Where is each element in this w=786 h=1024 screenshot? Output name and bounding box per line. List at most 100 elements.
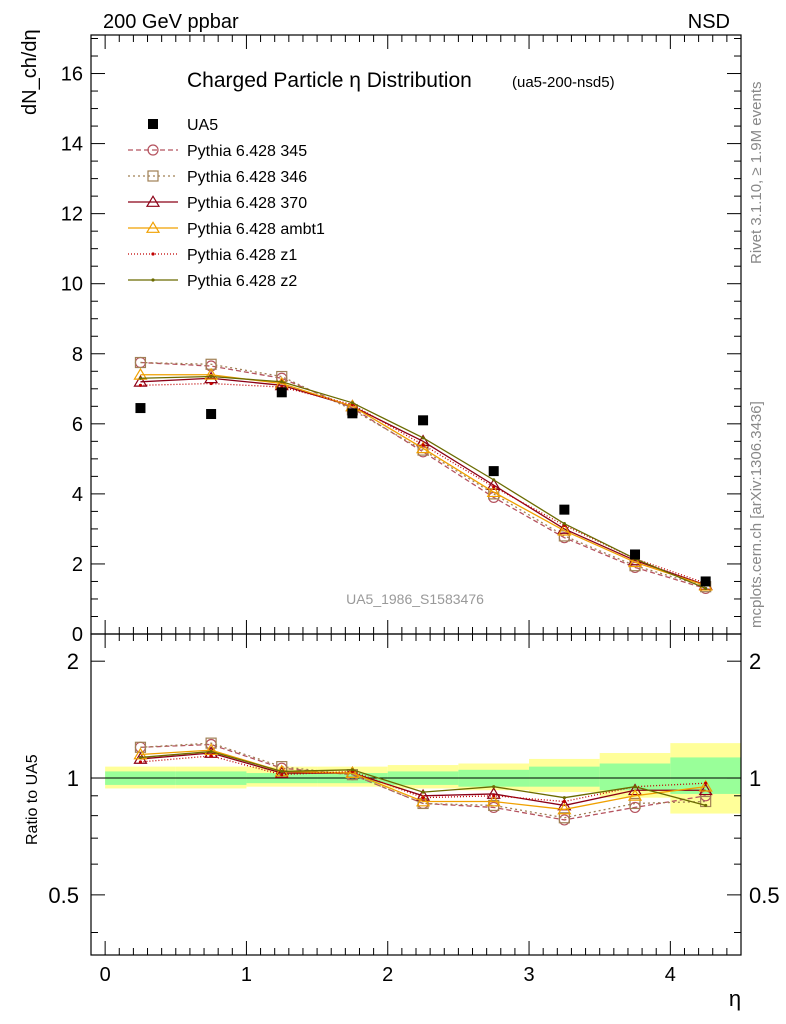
legend-series-label: Pythia 6.428 346	[187, 169, 307, 186]
ratio-axis-ticks: 0.5 0.5 1 1 2 2 0 1 2 3 4	[48, 634, 780, 986]
main-series-point	[486, 485, 501, 498]
legend-series-marker	[147, 144, 159, 156]
ratio-series-point	[416, 788, 431, 801]
y-tick-label-main: 14	[61, 134, 83, 156]
mcplots-reference-label: mcplots.cern.ch [arXiv:1306.3436]	[748, 401, 765, 628]
ua5-data-point	[488, 466, 499, 477]
y-tick-label-ratio: 0.5	[48, 883, 79, 908]
ratio-series-point	[492, 785, 496, 789]
main-series-line	[140, 375, 706, 590]
y-tick-label-ratio-right: 0.5	[749, 883, 780, 908]
legend-series-marker	[151, 278, 155, 282]
main-series-point	[280, 380, 284, 384]
x-axis-label: η	[729, 986, 741, 1011]
chart-title: Charged Particle η Distribution	[187, 69, 472, 92]
ratio-series-point	[562, 796, 566, 800]
y-tick-label-ratio-right: 2	[749, 649, 761, 674]
legend-series-marker	[151, 252, 155, 256]
y-tick-label-main: 12	[61, 204, 83, 226]
ratio-series-line	[140, 742, 706, 819]
ratio-series-point	[345, 766, 360, 778]
main-series-point	[138, 376, 143, 380]
x-tick-label: 0	[100, 964, 111, 986]
main-series-point	[416, 441, 431, 454]
main-series-point	[204, 367, 219, 380]
legend-series-label: Pythia 6.428 370	[187, 195, 307, 212]
ratio-plot-frame	[90, 633, 742, 956]
ratio-series-point	[350, 768, 355, 772]
main-series-point	[492, 485, 496, 489]
ratio-series-point	[633, 785, 637, 789]
ratio-series-point	[209, 754, 213, 758]
main-axis-ticks: 0 2 4 6 8 10 12 14 16	[61, 35, 742, 646]
main-series-point	[134, 356, 147, 369]
ratio-series-point	[698, 779, 713, 792]
ratio-series-point	[280, 769, 284, 774]
ratio-series-point	[704, 781, 708, 785]
main-series-point	[138, 383, 143, 387]
ua5-data-point	[206, 409, 217, 420]
ratio-series-point	[562, 799, 566, 804]
y-tick-label-main: 10	[61, 274, 83, 296]
y-tick-label-main: 0	[72, 624, 83, 646]
y-tick-label-main: 4	[72, 484, 83, 506]
y-tick-label-ratio-right: 1	[749, 766, 761, 791]
ratio-series-point	[421, 796, 425, 800]
main-series-point	[486, 478, 501, 491]
main-series-line	[140, 377, 706, 586]
y-tick-label-main: 6	[72, 414, 83, 436]
ua5-data-point	[418, 415, 429, 426]
y-axis-label-main: dN_ch/dη	[19, 29, 41, 115]
main-series-line	[140, 382, 706, 584]
ratio-series-group	[133, 737, 713, 826]
rivet-version-label: Rivet 3.1.10, ≥ 1.9M events	[748, 82, 765, 265]
main-series-point	[704, 586, 708, 591]
main-series-point	[209, 381, 213, 386]
ratio-series-line	[140, 743, 706, 821]
legend-series-label: Pythia 6.428 z2	[187, 273, 297, 290]
ua5-data-point	[700, 576, 711, 587]
ua5-data-point	[276, 387, 287, 398]
main-series-group	[133, 356, 713, 595]
ratio-series-point	[698, 783, 713, 796]
ratio-series-point	[704, 803, 708, 808]
legend-ua5-marker	[148, 119, 158, 129]
main-series-point	[209, 374, 213, 379]
ratio-band-inner	[670, 757, 741, 794]
legend-series-marker	[145, 221, 161, 233]
ratio-series-point	[416, 794, 431, 807]
main-series-line	[140, 361, 706, 588]
y-tick-label-ratio: 1	[67, 766, 79, 791]
ratio-series-point	[627, 788, 643, 801]
x-tick-label: 4	[665, 964, 676, 986]
main-series-point	[421, 443, 425, 447]
y-tick-label-main: 16	[61, 64, 83, 86]
analysis-watermark: UA5_1986_S1583476	[346, 591, 484, 607]
ua5-data-point	[347, 408, 358, 419]
ratio-series-point	[138, 760, 143, 764]
y-tick-label-main: 8	[72, 344, 83, 366]
y-axis-label-ratio: Ratio to UA5	[24, 754, 41, 845]
main-series-point	[627, 555, 643, 568]
ratio-series-point	[492, 794, 496, 798]
y-tick-label-main: 2	[72, 554, 83, 576]
y-tick-label-ratio: 2	[67, 649, 79, 674]
ua5-data-point	[559, 504, 570, 515]
legend-series-label: Pythia 6.428 ambt1	[187, 221, 325, 238]
legend-ua5-label: UA5	[187, 117, 218, 134]
x-tick-label: 3	[523, 964, 534, 986]
data-points-group	[135, 387, 711, 587]
ratio-series-point	[421, 790, 425, 794]
legend: UA5 Pythia 6.428 345 Pythia 6.428 346 Pythi…	[128, 117, 325, 290]
legend-series-label: Pythia 6.428 345	[187, 143, 307, 160]
chart-title-tag: (ua5-200-nsd5)	[512, 74, 615, 91]
main-series-point	[557, 521, 572, 534]
ratio-band-inner	[529, 766, 600, 787]
header-process-label: NSD	[688, 11, 730, 33]
header-energy-label: 200 GeV ppbar	[103, 11, 239, 33]
ratio-series-point	[486, 794, 501, 807]
ratio-series-point	[557, 802, 572, 815]
x-tick-label: 2	[382, 964, 393, 986]
main-series-point	[350, 401, 355, 405]
